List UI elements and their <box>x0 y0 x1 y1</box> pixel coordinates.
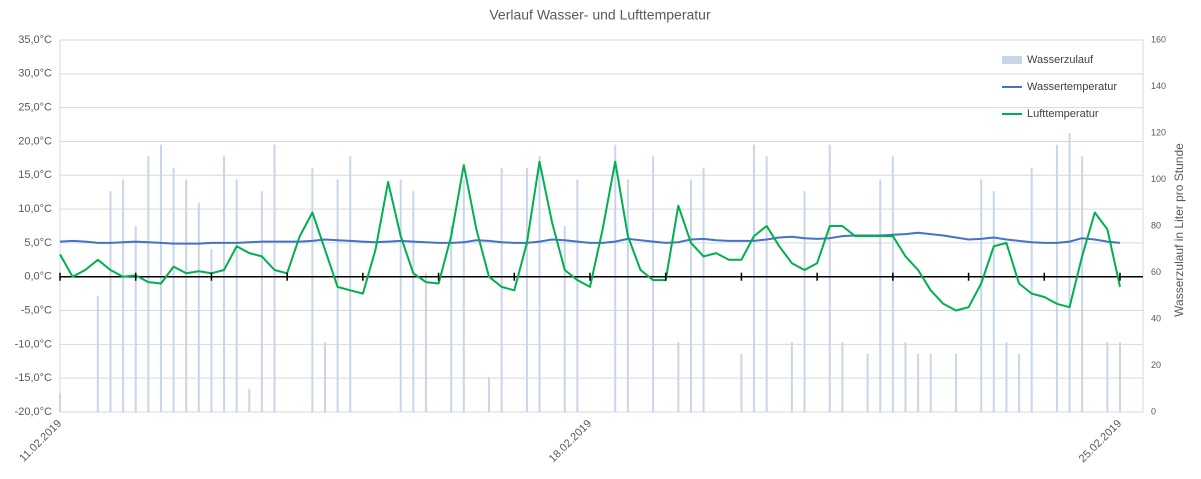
y2-tick-label: 80 <box>1151 220 1161 230</box>
bar <box>450 226 453 412</box>
bar <box>399 179 402 412</box>
bar <box>500 167 503 412</box>
bar <box>109 191 112 412</box>
legend-swatch <box>1002 56 1022 64</box>
bar <box>563 226 566 412</box>
y-tick-label: 0,0°C <box>24 271 52 283</box>
y-tick-label: -20,0°C <box>15 406 52 418</box>
bar <box>324 342 326 412</box>
bar <box>159 144 162 412</box>
bar <box>273 144 276 412</box>
y2-tick-label: 40 <box>1151 313 1161 323</box>
bar <box>147 156 150 412</box>
bar <box>803 191 806 412</box>
bar <box>96 295 99 412</box>
y-tick-label: 30,0°C <box>18 68 52 80</box>
y-tick-label: -15,0°C <box>15 372 52 384</box>
y2-axis-title: Wasserzulauf in Liter pro Stunde <box>1172 143 1186 317</box>
y-tick-label: -10,0°C <box>15 338 52 350</box>
y2-tick-label: 20 <box>1151 360 1161 370</box>
y-tick-label: 25,0°C <box>18 102 52 114</box>
y2-tick-label: 120 <box>1151 127 1166 137</box>
bar <box>992 191 995 412</box>
legend-label: Lufttemperatur <box>1027 108 1099 120</box>
chart-title: Verlauf Wasser- und Lufttemperatur <box>489 7 711 23</box>
bar <box>866 353 869 412</box>
y-tick-label: 5,0°C <box>24 237 52 249</box>
bar <box>462 179 465 412</box>
bar <box>891 156 894 412</box>
bar <box>488 377 491 412</box>
y2-tick-label: 160 <box>1151 34 1166 44</box>
bar <box>1030 167 1033 412</box>
bar <box>424 272 427 412</box>
bar <box>223 156 226 412</box>
y-tick-label: -5,0°C <box>21 304 52 316</box>
bar <box>336 179 339 412</box>
bar <box>260 191 263 412</box>
x-tick-label: 11.02.2019 <box>17 418 64 465</box>
bar <box>652 156 655 412</box>
bar <box>172 167 175 412</box>
bar <box>828 144 831 412</box>
bar <box>1119 342 1121 412</box>
line-series <box>59 160 1121 312</box>
bar <box>879 179 882 412</box>
bar <box>311 167 314 412</box>
bar <box>538 156 541 412</box>
legend-label: Wasserzulauf <box>1027 54 1094 66</box>
bar <box>1081 156 1084 412</box>
y-tick-label: 15,0°C <box>18 169 52 181</box>
bar <box>134 226 137 412</box>
bar <box>1055 144 1058 412</box>
bar <box>765 156 768 412</box>
bar <box>59 393 61 412</box>
bar <box>1005 342 1008 412</box>
bar <box>929 353 932 412</box>
bar <box>740 353 743 412</box>
bar <box>917 353 920 412</box>
bar <box>614 144 617 412</box>
y2-tick-label: 140 <box>1151 81 1166 91</box>
bar <box>235 179 238 412</box>
bar <box>904 342 907 412</box>
bar <box>753 144 756 412</box>
bar <box>677 342 680 412</box>
bar <box>412 191 415 412</box>
y2-tick-label: 100 <box>1151 174 1166 184</box>
y-tick-label: 10,0°C <box>18 203 52 215</box>
bar <box>248 388 251 412</box>
bar <box>841 342 844 412</box>
y2-tick-label: 60 <box>1151 267 1161 277</box>
bar <box>702 167 705 412</box>
bar <box>349 156 352 412</box>
legend-label: Wassertemperatur <box>1027 81 1117 93</box>
x-tick-label: 18.02.2019 <box>547 418 594 465</box>
bar <box>185 179 188 412</box>
bar <box>1106 342 1109 412</box>
x-tick-label: 25.02.2019 <box>1077 418 1124 465</box>
bar <box>525 167 528 412</box>
bar <box>954 353 957 412</box>
bar <box>197 202 200 412</box>
y-tick-label: 20,0°C <box>18 135 52 147</box>
y2-tick-label: 0 <box>1151 406 1156 416</box>
bar <box>980 179 983 412</box>
y-tick-label: 35,0°C <box>18 34 52 46</box>
bar <box>576 179 579 412</box>
bar <box>626 179 629 412</box>
bar <box>210 249 213 412</box>
bar <box>122 179 125 412</box>
bar <box>790 342 793 412</box>
bar <box>1068 133 1071 412</box>
line-series <box>59 231 1121 245</box>
bar <box>689 179 692 412</box>
bar <box>1018 353 1021 412</box>
